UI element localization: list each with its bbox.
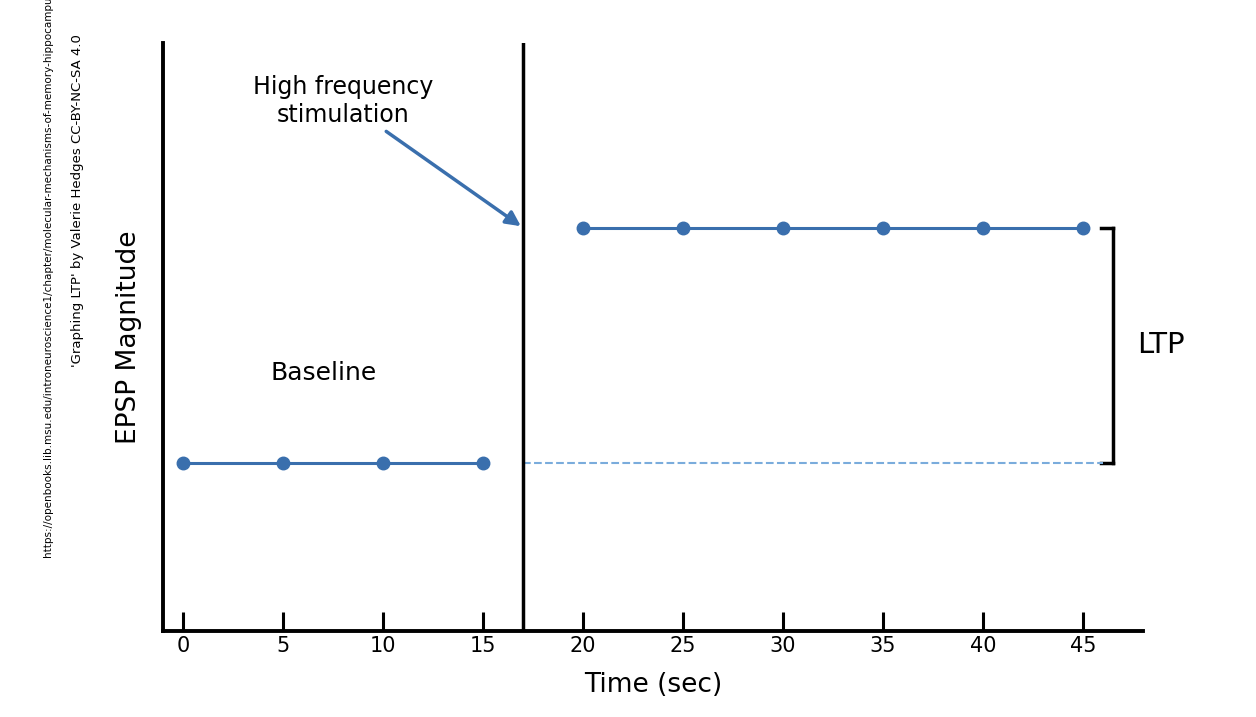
- Text: 'Graphing LTP' by Valerie Hedges CC-BY-NC-SA 4.0: 'Graphing LTP' by Valerie Hedges CC-BY-N…: [72, 34, 84, 367]
- Text: https://openbooks.lib.msu.edu/introneuroscience1/chapter/molecular-mechanisms-of: https://openbooks.lib.msu.edu/introneuro…: [43, 0, 53, 557]
- Text: High frequency
stimulation: High frequency stimulation: [252, 75, 517, 224]
- X-axis label: Time (sec): Time (sec): [584, 673, 722, 698]
- Text: Baseline: Baseline: [270, 361, 377, 384]
- Text: LTP: LTP: [1137, 331, 1184, 359]
- Y-axis label: EPSP Magnitude: EPSP Magnitude: [117, 230, 142, 444]
